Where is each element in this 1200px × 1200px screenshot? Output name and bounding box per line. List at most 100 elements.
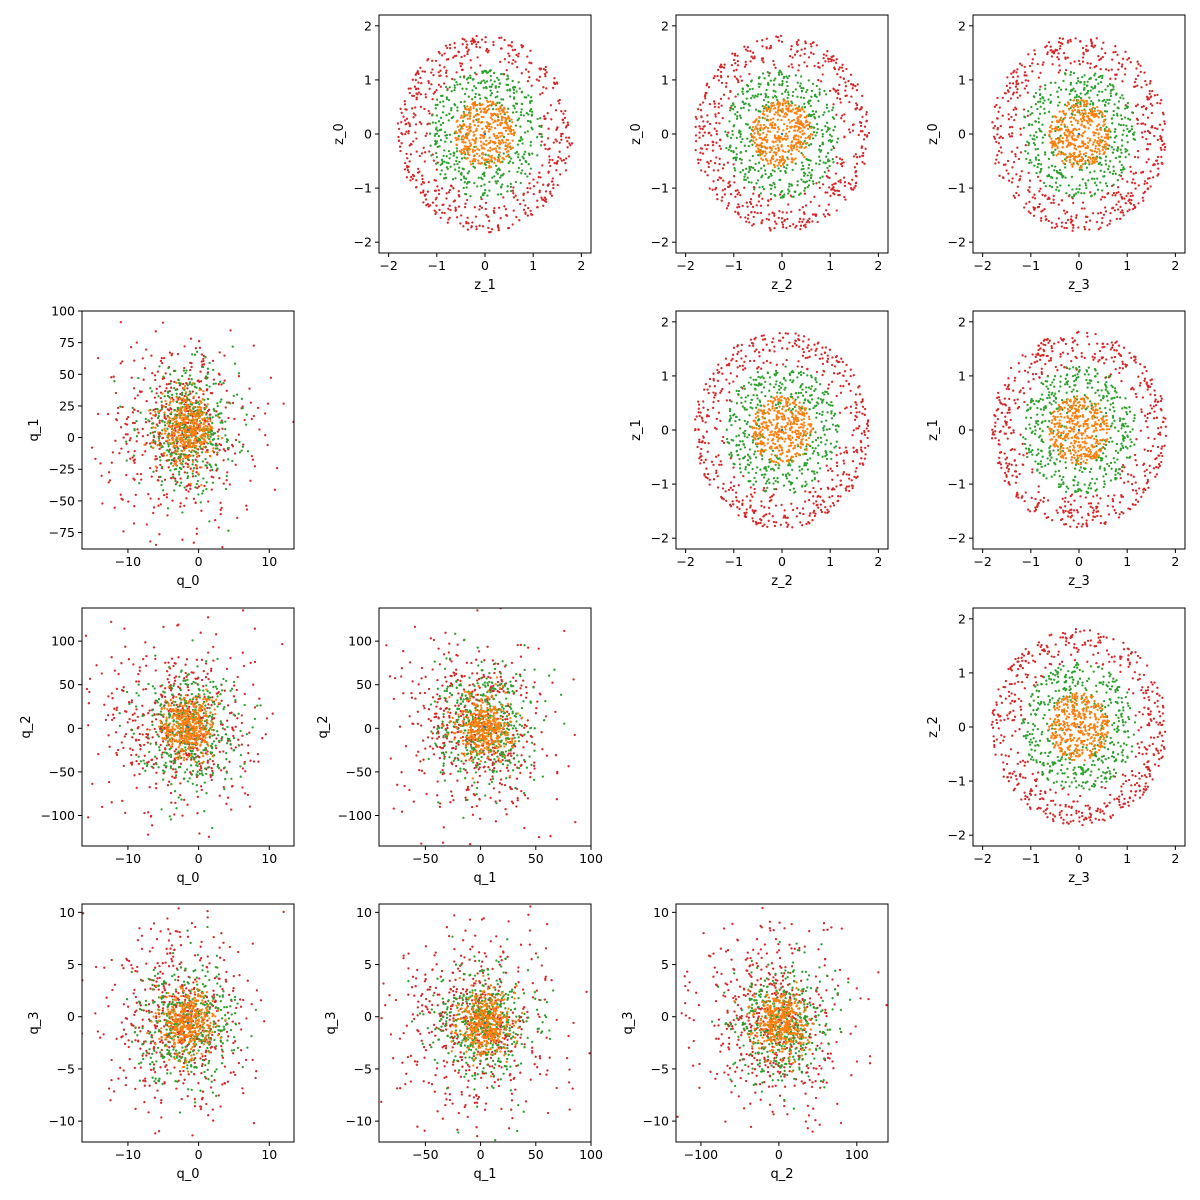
inner-point xyxy=(483,130,487,133)
middle-point xyxy=(496,193,500,196)
outer-point xyxy=(189,487,192,490)
outer-point xyxy=(397,135,400,139)
middle-point xyxy=(818,155,821,158)
outer-point xyxy=(1126,180,1129,183)
outer-point xyxy=(466,198,469,202)
middle-point xyxy=(240,397,244,400)
inner-point xyxy=(777,162,781,165)
middle-point xyxy=(231,345,234,348)
middle-point xyxy=(435,114,439,117)
middle-point xyxy=(1042,101,1045,105)
outer-point xyxy=(547,170,550,173)
middle-point xyxy=(506,185,509,188)
inner-point xyxy=(797,135,800,138)
outer-point xyxy=(526,191,529,194)
middle-point xyxy=(494,96,497,99)
outer-point xyxy=(419,93,423,96)
outer-point xyxy=(106,412,110,416)
outer-point xyxy=(158,447,161,451)
middle-point xyxy=(787,102,790,105)
outer-point xyxy=(1051,63,1054,66)
outer-point xyxy=(1099,211,1103,214)
outer-point xyxy=(544,190,548,193)
inner-point xyxy=(1107,137,1110,141)
outer-point xyxy=(1033,53,1037,56)
outer-point xyxy=(721,196,724,199)
outer-point xyxy=(1052,201,1055,204)
outer-point xyxy=(750,210,753,214)
middle-point xyxy=(1105,125,1108,129)
outer-point xyxy=(1016,75,1019,78)
x-tick-label: 2 xyxy=(577,258,585,273)
inner-point xyxy=(1081,116,1084,119)
middle-point xyxy=(199,501,202,504)
outer-point xyxy=(1040,210,1043,213)
inner-point xyxy=(456,125,459,128)
outer-point xyxy=(739,216,742,219)
outer-point xyxy=(1014,113,1018,116)
outer-point xyxy=(1077,226,1080,229)
outer-point xyxy=(478,204,482,208)
outer-point xyxy=(219,512,222,516)
middle-point xyxy=(511,86,515,89)
outer-point xyxy=(496,225,500,228)
middle-point xyxy=(735,117,739,120)
outer-point xyxy=(717,102,721,105)
inner-point xyxy=(1050,130,1053,133)
outer-point xyxy=(997,110,1000,113)
inner-point xyxy=(485,139,488,143)
outer-point xyxy=(405,130,408,133)
inner-point xyxy=(1080,109,1084,112)
middle-point xyxy=(1106,98,1109,102)
middle-point xyxy=(750,166,753,169)
outer-point xyxy=(1033,197,1037,200)
middle-point xyxy=(1088,96,1091,99)
middle-point xyxy=(1104,182,1108,185)
inner-point xyxy=(785,127,789,130)
outer-point xyxy=(1069,218,1073,221)
outer-point xyxy=(773,214,776,217)
inner-point xyxy=(777,135,780,138)
outer-point xyxy=(716,178,720,182)
outer-point xyxy=(405,164,409,168)
inner-point xyxy=(1084,143,1087,146)
middle-point xyxy=(809,104,812,108)
outer-point xyxy=(1081,60,1085,63)
outer-point xyxy=(225,479,228,482)
middle-point xyxy=(512,91,516,95)
inner-point xyxy=(1070,163,1073,166)
inner-point xyxy=(790,125,793,128)
outer-point xyxy=(720,104,723,107)
outer-point xyxy=(852,83,855,86)
outer-point xyxy=(704,143,707,147)
outer-point xyxy=(412,140,415,143)
outer-point xyxy=(840,164,844,168)
middle-point xyxy=(747,109,750,112)
middle-point xyxy=(742,92,745,96)
inner-point xyxy=(477,113,480,116)
outer-point xyxy=(169,407,172,410)
outer-point xyxy=(526,55,529,58)
outer-point xyxy=(150,417,153,420)
outer-point xyxy=(1023,65,1026,69)
inner-point xyxy=(476,103,479,107)
outer-point xyxy=(216,453,219,456)
inner-point xyxy=(1097,123,1100,126)
outer-point xyxy=(564,161,567,165)
outer-point xyxy=(266,402,270,405)
inner-point xyxy=(486,105,490,108)
outer-point xyxy=(1115,217,1118,221)
middle-point xyxy=(821,141,824,144)
outer-point xyxy=(195,399,198,402)
middle-point xyxy=(196,460,199,463)
outer-point xyxy=(1025,74,1028,77)
middle-point xyxy=(174,413,177,416)
outer-point xyxy=(861,161,864,164)
outer-point xyxy=(718,65,722,68)
middle-point xyxy=(502,152,505,155)
outer-point xyxy=(555,81,558,84)
outer-point xyxy=(706,174,709,177)
outer-point xyxy=(488,219,491,223)
middle-point xyxy=(521,155,524,158)
outer-point xyxy=(1019,151,1023,154)
